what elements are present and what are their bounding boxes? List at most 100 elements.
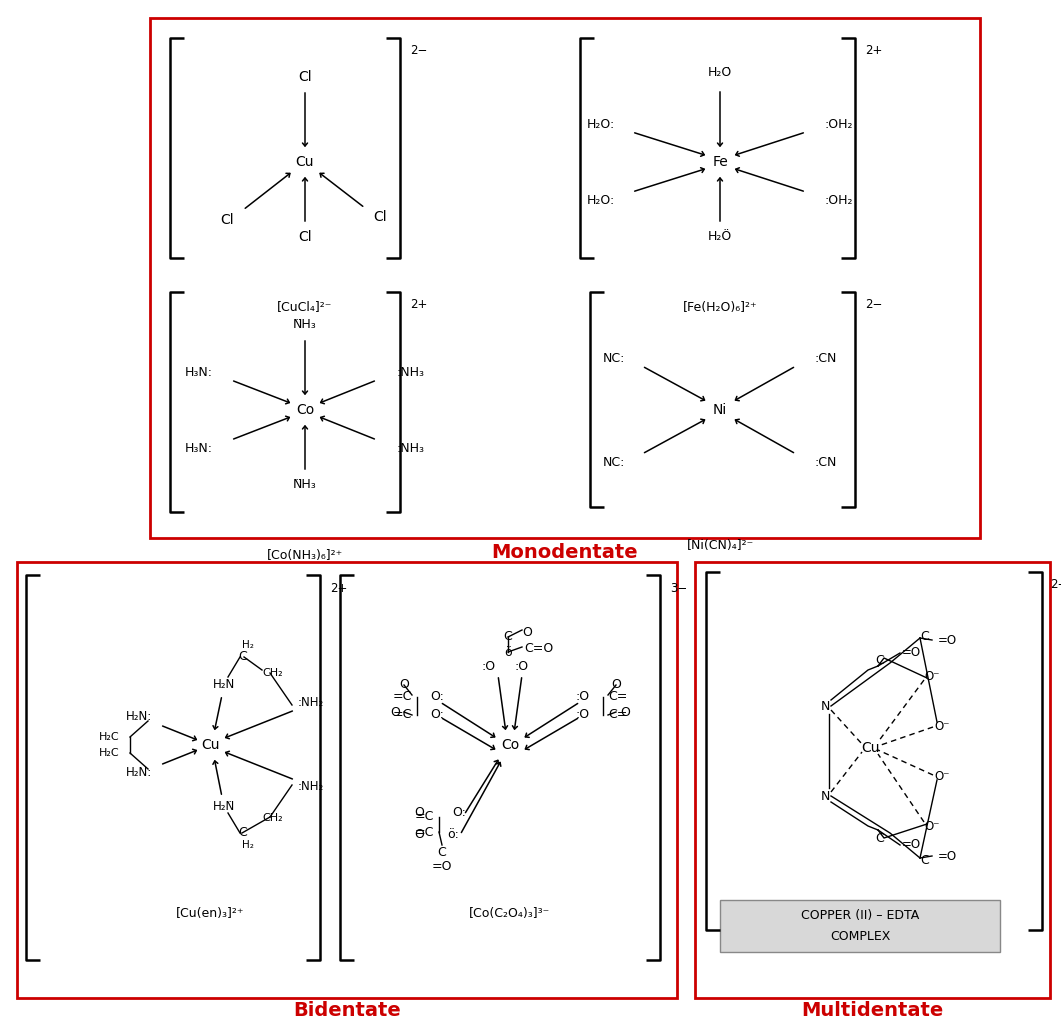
- Text: :O: :O: [515, 660, 529, 674]
- Text: O⁻: O⁻: [924, 819, 940, 833]
- Text: O: O: [399, 679, 408, 691]
- Text: =C: =C: [415, 811, 434, 823]
- Text: Cl: Cl: [298, 70, 312, 84]
- Text: H₂: H₂: [242, 840, 254, 850]
- Text: :NH₃: :NH₃: [397, 366, 425, 379]
- Text: H₂N̈: H₂N̈: [213, 801, 236, 813]
- Text: Monodentate: Monodentate: [491, 543, 639, 561]
- Text: [Co(C₂O₄)₃]³⁻: [Co(C₂O₄)₃]³⁻: [469, 906, 551, 920]
- Text: :NH₂: :NH₂: [298, 696, 325, 710]
- Text: O: O: [390, 706, 400, 719]
- Text: C: C: [875, 653, 885, 667]
- Text: :O: :O: [576, 709, 590, 722]
- Text: 2+: 2+: [865, 44, 883, 57]
- Text: Cl: Cl: [298, 230, 312, 244]
- Bar: [720, 900, 1001, 952]
- Text: :NH₂: :NH₂: [298, 780, 325, 794]
- Text: O⁻: O⁻: [935, 720, 950, 732]
- Bar: [695, 562, 1050, 998]
- Text: O⁻: O⁻: [924, 670, 940, 683]
- Bar: [17, 562, 677, 998]
- Text: H₂N:: H₂N:: [126, 767, 152, 779]
- Text: O: O: [522, 627, 532, 640]
- Bar: [150, 18, 980, 538]
- Text: C: C: [238, 650, 247, 664]
- Text: COMPLEX: COMPLEX: [830, 930, 890, 942]
- Text: C: C: [437, 846, 447, 858]
- Text: C=: C=: [608, 690, 627, 703]
- Text: N: N: [820, 699, 830, 713]
- Text: H₂N:: H₂N:: [126, 711, 152, 724]
- Text: H₂Ö: H₂Ö: [708, 230, 732, 244]
- Text: O:: O:: [430, 709, 443, 722]
- Text: Multidentate: Multidentate: [801, 1000, 943, 1020]
- Text: O: O: [620, 706, 630, 719]
- Text: Cl: Cl: [373, 210, 387, 224]
- Text: :NH₃: :NH₃: [397, 441, 425, 455]
- Text: =C: =C: [415, 825, 434, 839]
- Text: Bidentate: Bidentate: [293, 1000, 401, 1020]
- Text: Cu: Cu: [296, 155, 314, 169]
- Text: :CN: :CN: [815, 351, 837, 365]
- Text: 2−: 2−: [410, 44, 428, 57]
- Text: C: C: [504, 631, 512, 643]
- Text: Co: Co: [296, 403, 314, 417]
- Text: H₂N: H₂N: [213, 679, 236, 691]
- Text: CH₂: CH₂: [262, 668, 282, 678]
- Text: O⁻: O⁻: [935, 769, 950, 782]
- Text: C=O: C=O: [524, 642, 553, 655]
- Text: O:: O:: [452, 806, 466, 818]
- Text: O: O: [414, 828, 424, 842]
- Text: Fe: Fe: [712, 155, 728, 169]
- Text: H₂Ȯ̇: H₂Ȯ̇: [708, 66, 732, 79]
- Text: C: C: [238, 826, 247, 840]
- Text: [CuCl₄]²⁻: [CuCl₄]²⁻: [277, 300, 333, 313]
- Text: C=: C=: [608, 709, 627, 722]
- Text: H₂O:: H₂O:: [587, 194, 615, 207]
- Text: H₂O:: H₂O:: [587, 118, 615, 130]
- Text: 2−: 2−: [865, 298, 883, 311]
- Text: COPPER (II) – EDTA: COPPER (II) – EDTA: [801, 909, 919, 923]
- Text: :OH₂: :OH₂: [825, 118, 853, 130]
- Text: =C: =C: [393, 690, 412, 703]
- Text: H₃N:: H₃N:: [185, 366, 213, 379]
- Text: O: O: [414, 806, 424, 818]
- Text: :OH₂: :OH₂: [825, 194, 853, 207]
- Text: 3−: 3−: [669, 582, 688, 595]
- Text: Ni: Ni: [713, 403, 727, 417]
- Text: =O: =O: [902, 646, 921, 659]
- Text: NC:: NC:: [603, 351, 625, 365]
- Text: Co: Co: [501, 738, 519, 752]
- Text: N: N: [820, 790, 830, 803]
- Text: Cl: Cl: [221, 213, 233, 227]
- Text: [Ni(CN)₄]²⁻: [Ni(CN)₄]²⁻: [686, 539, 753, 552]
- Text: C: C: [921, 853, 929, 866]
- Text: :O: :O: [576, 690, 590, 703]
- Text: N̈H₃: N̈H₃: [293, 478, 317, 492]
- Text: O: O: [611, 679, 621, 691]
- Text: H₂: H₂: [242, 640, 254, 650]
- Text: ö̇: ö̇: [504, 645, 511, 658]
- Text: Cu: Cu: [860, 741, 880, 755]
- Text: H₂C: H₂C: [100, 748, 120, 758]
- Text: [Co(NH₃)₆]²⁺: [Co(NH₃)₆]²⁺: [267, 549, 343, 561]
- Text: C: C: [921, 630, 929, 642]
- Text: O:: O:: [430, 690, 443, 703]
- Text: :CN: :CN: [815, 456, 837, 469]
- Text: N̈H₃: N̈H₃: [293, 318, 317, 332]
- Text: =O: =O: [938, 850, 957, 862]
- Text: Cu: Cu: [201, 738, 220, 752]
- Text: [Fe(H₂O)₆]²⁺: [Fe(H₂O)₆]²⁺: [682, 300, 758, 313]
- Text: NC:: NC:: [603, 456, 625, 469]
- Text: =O: =O: [432, 860, 452, 873]
- Text: H₃N:: H₃N:: [185, 441, 213, 455]
- Text: C: C: [875, 831, 885, 845]
- Text: [Cu(en)₃]²⁺: [Cu(en)₃]²⁺: [176, 906, 244, 920]
- Text: =O: =O: [902, 839, 921, 852]
- Text: :O: :O: [482, 660, 495, 674]
- Text: H₂C: H₂C: [100, 732, 120, 742]
- Text: 2+: 2+: [410, 298, 428, 311]
- Text: ö:: ö:: [447, 828, 458, 842]
- Text: =C: =C: [393, 709, 412, 722]
- Text: =O: =O: [938, 634, 957, 646]
